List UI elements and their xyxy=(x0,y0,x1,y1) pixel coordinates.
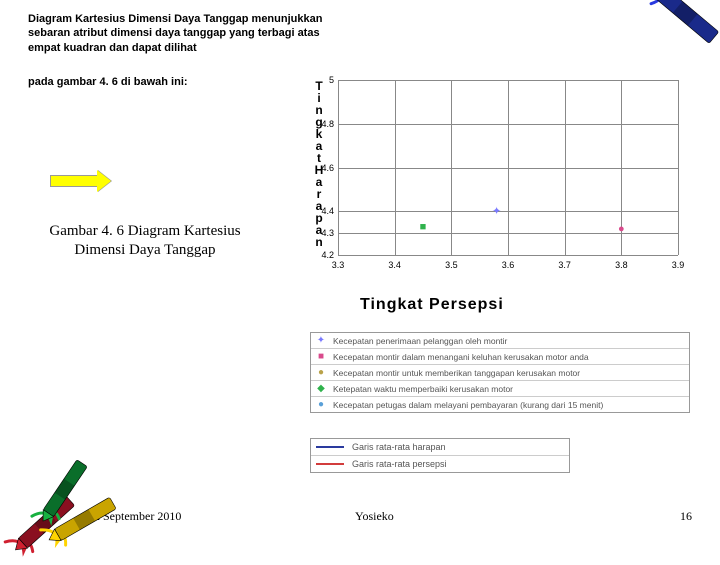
figure-caption: Gambar 4. 6 Diagram Kartesius Dimensi Da… xyxy=(30,222,260,260)
footer-author: Yosieko xyxy=(355,509,394,524)
plot-area: 54.84.64.44.34.23.33.43.53.63.73.83.9✦■● xyxy=(338,80,678,255)
x-axis-label: Tingkat Persepsi xyxy=(360,296,504,314)
crayon-icon xyxy=(635,0,720,53)
slide-subtitle: pada gambar 4. 6 di bawah ini: xyxy=(28,76,188,88)
scatter-chart: Tingkat Harapan 54.84.64.44.34.23.33.43.… xyxy=(310,80,682,290)
data-point: ● xyxy=(618,223,625,235)
legend-row: ■Kecepatan montir dalam menangani keluha… xyxy=(311,349,689,365)
legend-row: ●Kecepatan petugas dalam melayani pembay… xyxy=(311,397,689,412)
slide-title: Diagram Kartesius Dimensi Daya Tanggap m… xyxy=(28,12,328,55)
legend-row: ●Kecepatan montir untuk memberikan tangg… xyxy=(311,365,689,381)
data-point: ✦ xyxy=(492,205,501,218)
legend-lines: Garis rata-rata harapanGaris rata-rata p… xyxy=(310,438,570,473)
legend-row: ✦Kecepatan penerimaan pelanggan oleh mon… xyxy=(311,333,689,349)
arrow-icon xyxy=(50,170,111,192)
legend-row: Garis rata-rata harapan xyxy=(311,439,569,456)
footer-page: 16 xyxy=(680,509,692,524)
legend-markers: ✦Kecepatan penerimaan pelanggan oleh mon… xyxy=(310,332,690,413)
data-point: ■ xyxy=(420,221,427,233)
legend-row: ◆Ketepatan waktu memperbaiki kerusakan m… xyxy=(311,381,689,397)
legend-row: Garis rata-rata persepsi xyxy=(311,456,569,472)
